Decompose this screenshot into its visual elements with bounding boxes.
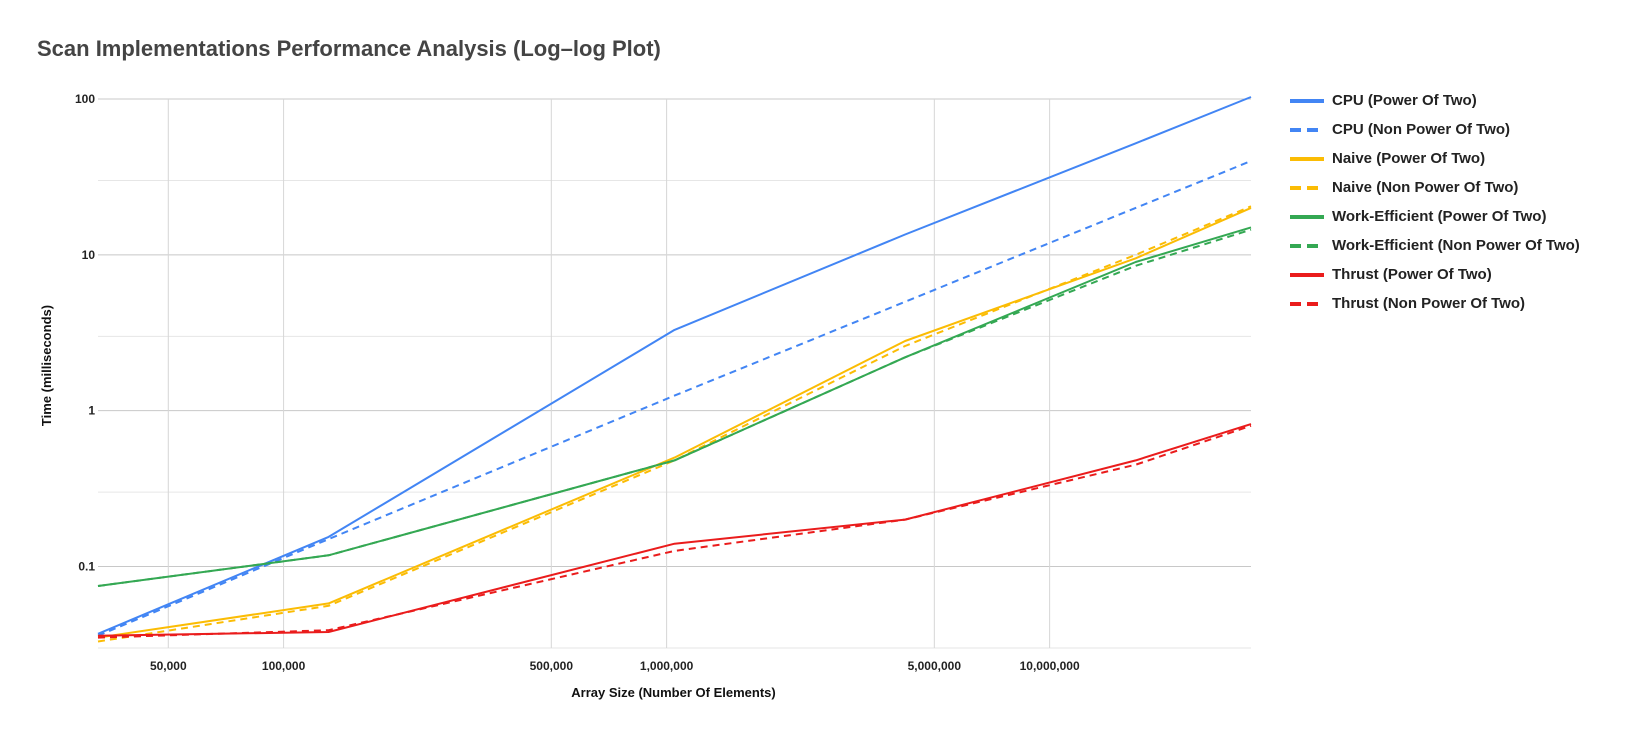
legend-item-4: Naive (Non Power Of Two) bbox=[1290, 173, 1580, 202]
grid-lines bbox=[98, 98, 1251, 649]
legend-label: Thrust (Non Power Of Two) bbox=[1332, 295, 1526, 312]
x-tick-label: 500,000 bbox=[530, 659, 574, 673]
y-tick-label: 1 bbox=[88, 404, 95, 418]
legend-swatch bbox=[1290, 127, 1324, 132]
y-tick-label: 0.1 bbox=[78, 560, 95, 574]
series-line-7 bbox=[97, 423, 1252, 637]
series-layer bbox=[97, 96, 1252, 643]
series-line-2 bbox=[97, 160, 1252, 637]
legend-item-3: Naive (Power Of Two) bbox=[1290, 144, 1580, 173]
legend-swatch bbox=[1290, 272, 1324, 277]
x-tick-label: 50,000 bbox=[150, 659, 187, 673]
legend-item-8: Thrust (Non Power Of Two) bbox=[1290, 289, 1580, 318]
legend-item-6: Work-Efficient (Non Power Of Two) bbox=[1290, 231, 1580, 260]
legend-label: CPU (Non Power Of Two) bbox=[1332, 121, 1511, 138]
legend-label: Naive (Power Of Two) bbox=[1332, 150, 1486, 167]
legend-item-2: CPU (Non Power Of Two) bbox=[1290, 115, 1580, 144]
legend-label: Naive (Non Power Of Two) bbox=[1332, 179, 1519, 196]
series-line-4 bbox=[97, 205, 1252, 643]
legend-item-5: Work-Efficient (Power Of Two) bbox=[1290, 202, 1580, 231]
legend-label: CPU (Power Of Two) bbox=[1332, 92, 1477, 109]
x-tick-label: 1,000,000 bbox=[640, 659, 694, 673]
legend-swatch bbox=[1290, 214, 1324, 219]
legend-swatch bbox=[1290, 301, 1324, 306]
legend-label: Work-Efficient (Non Power Of Two) bbox=[1332, 237, 1580, 254]
legend-label: Thrust (Power Of Two) bbox=[1332, 266, 1492, 283]
x-tick-label: 10,000,000 bbox=[1020, 659, 1080, 673]
x-tick-labels: 50,000 100,000 500,000 1,000,000 5,000,000 10… bbox=[150, 659, 1080, 673]
legend-item-1: CPU (Power Of Two) bbox=[1290, 86, 1580, 115]
series-line-3 bbox=[97, 206, 1252, 639]
x-axis-title: Array Size (Number Of Elements) bbox=[571, 685, 775, 700]
legend-swatch bbox=[1290, 156, 1324, 161]
legend-label: Work-Efficient (Power Of Two) bbox=[1332, 208, 1547, 225]
y-tick-label: 100 bbox=[75, 92, 95, 106]
legend-swatch bbox=[1290, 243, 1324, 248]
series-line-5 bbox=[97, 226, 1252, 587]
legend-swatch bbox=[1290, 98, 1324, 103]
legend-item-7: Thrust (Power Of Two) bbox=[1290, 260, 1580, 289]
series-line-6 bbox=[97, 228, 1252, 587]
x-tick-label: 5,000,000 bbox=[908, 659, 962, 673]
y-tick-labels: 0.1 1 10 100 bbox=[75, 92, 95, 574]
legend-swatch bbox=[1290, 185, 1324, 190]
series-line-1 bbox=[97, 96, 1252, 635]
chart-legend: CPU (Power Of Two) CPU (Non Power Of Two)… bbox=[1290, 86, 1580, 318]
y-axis-title: Time (milliseconds) bbox=[39, 305, 54, 426]
series-line-8 bbox=[97, 424, 1252, 639]
chart-title: Scan Implementations Performance Analysi… bbox=[37, 36, 661, 61]
y-tick-label: 10 bbox=[82, 248, 96, 262]
x-tick-label: 100,000 bbox=[262, 659, 306, 673]
